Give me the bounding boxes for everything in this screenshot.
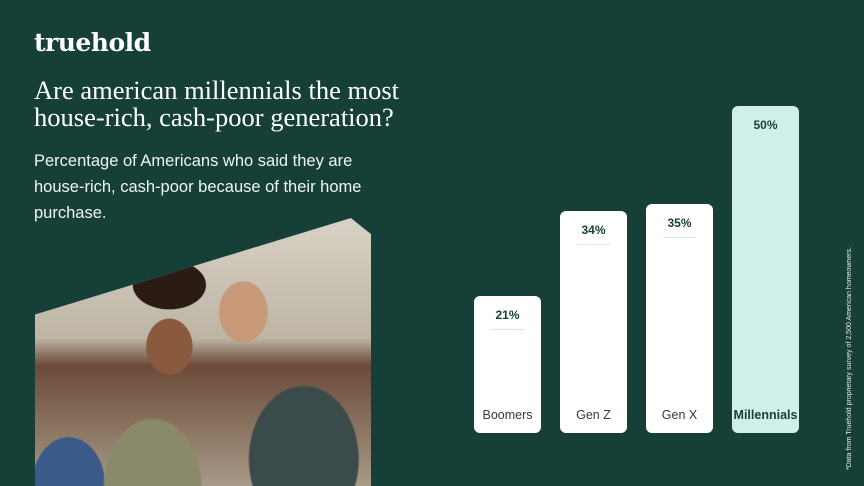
label-underline: [749, 139, 782, 140]
bar-millennials: 50% Millennials: [732, 106, 799, 433]
data-label: 50%: [753, 118, 778, 132]
page-subtitle: Percentage of Americans who said they ar…: [34, 152, 362, 222]
category-label: Gen Z: [576, 408, 611, 422]
label-underline: [663, 237, 696, 239]
label-underline: [577, 243, 610, 245]
bar-gen-x: 35% Gen X: [646, 204, 713, 433]
category-label: Boomers: [482, 408, 533, 422]
truehold-logo: truehold: [34, 28, 151, 57]
page-title: Are american millennials the most house-…: [34, 75, 399, 132]
category-label: Millennials: [733, 408, 798, 422]
bar-boomers: 21% Boomers: [474, 295, 541, 433]
bar-gen-z: 34% Gen Z: [560, 210, 627, 433]
label-underline: [491, 328, 524, 330]
data-label: 34%: [581, 222, 606, 237]
couple-photo: [35, 218, 371, 486]
data-label: 21%: [495, 307, 520, 322]
footnote: *Data from Truehold proprietary survey o…: [846, 247, 853, 470]
category-label: Gen X: [661, 408, 698, 422]
data-label: 35%: [667, 216, 692, 231]
